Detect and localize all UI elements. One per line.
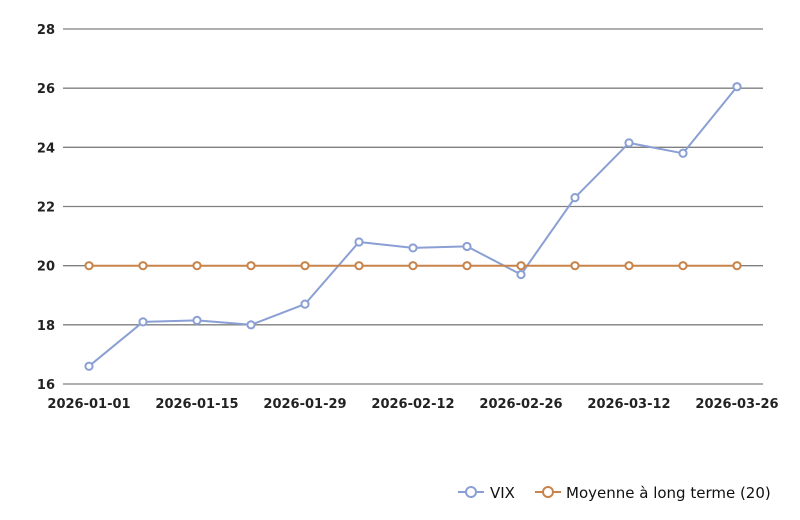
data-point-long-term-average[interactable] xyxy=(408,261,418,271)
legend-entry-long-term-average[interactable]: Moyenne à long terme (20) xyxy=(535,484,771,502)
x-tick-label: 2026-01-15 xyxy=(155,397,238,412)
x-tick-label: 2026-01-29 xyxy=(263,397,346,412)
data-point-long-term-average[interactable] xyxy=(354,261,364,271)
data-point-vix[interactable] xyxy=(462,241,472,252)
legend: VIX Moyenne à long terme (20) xyxy=(458,484,771,502)
data-point-vix[interactable] xyxy=(300,299,310,309)
data-point-long-term-average[interactable] xyxy=(192,261,202,271)
series-lines xyxy=(84,82,742,371)
y-tick-label: 24 xyxy=(37,141,55,156)
data-point-vix[interactable] xyxy=(516,269,526,280)
y-tick-label: 18 xyxy=(37,319,55,334)
data-point-long-term-average[interactable] xyxy=(570,261,580,271)
data-point-vix[interactable] xyxy=(354,237,364,247)
legend-marker-vix xyxy=(465,486,477,498)
data-point-vix[interactable] xyxy=(408,243,418,253)
data-point-long-term-average[interactable] xyxy=(246,261,256,271)
data-point-vix[interactable] xyxy=(138,317,148,327)
data-point-vix[interactable] xyxy=(246,320,256,330)
data-point-long-term-average[interactable] xyxy=(516,261,526,271)
data-point-long-term-average[interactable] xyxy=(84,261,94,271)
x-axis-ticks: 2026-01-01 2026-01-15 2026-01-29 2026-02-12… xyxy=(47,397,778,412)
y-tick-label: 20 xyxy=(37,260,55,275)
x-tick-label: 2026-02-12 xyxy=(371,397,454,412)
data-point-long-term-average[interactable] xyxy=(138,261,148,271)
data-point-long-term-average[interactable] xyxy=(462,261,472,271)
data-point-vix[interactable] xyxy=(678,148,688,158)
x-tick-label: 2026-03-26 xyxy=(695,397,778,412)
y-tick-label: 28 xyxy=(37,23,55,38)
x-tick-label: 2026-02-26 xyxy=(479,397,562,412)
y-tick-label: 26 xyxy=(37,82,55,97)
legend-marker-long-term-average xyxy=(542,486,554,498)
data-point-long-term-average[interactable] xyxy=(300,261,310,271)
data-point-long-term-average[interactable] xyxy=(732,261,742,271)
data-point-vix[interactable] xyxy=(570,193,580,203)
x-tick-label: 2026-03-12 xyxy=(587,397,670,412)
data-point-vix[interactable] xyxy=(192,315,202,325)
data-point-vix[interactable] xyxy=(624,138,634,148)
y-tick-label: 16 xyxy=(37,378,55,393)
legend-entry-vix[interactable]: VIX xyxy=(458,484,515,502)
gridlines xyxy=(63,28,763,385)
y-tick-label: 22 xyxy=(37,201,55,216)
legend-label-long-term-average: Moyenne à long terme (20) xyxy=(566,484,771,502)
y-axis-ticks: 16 18 20 22 24 26 28 xyxy=(37,23,55,393)
data-point-long-term-average[interactable] xyxy=(624,261,634,271)
data-point-vix[interactable] xyxy=(732,82,742,92)
x-tick-label: 2026-01-01 xyxy=(47,397,130,412)
data-point-long-term-average[interactable] xyxy=(678,261,688,271)
legend-label-vix: VIX xyxy=(490,484,515,502)
data-point-vix[interactable] xyxy=(84,361,94,371)
